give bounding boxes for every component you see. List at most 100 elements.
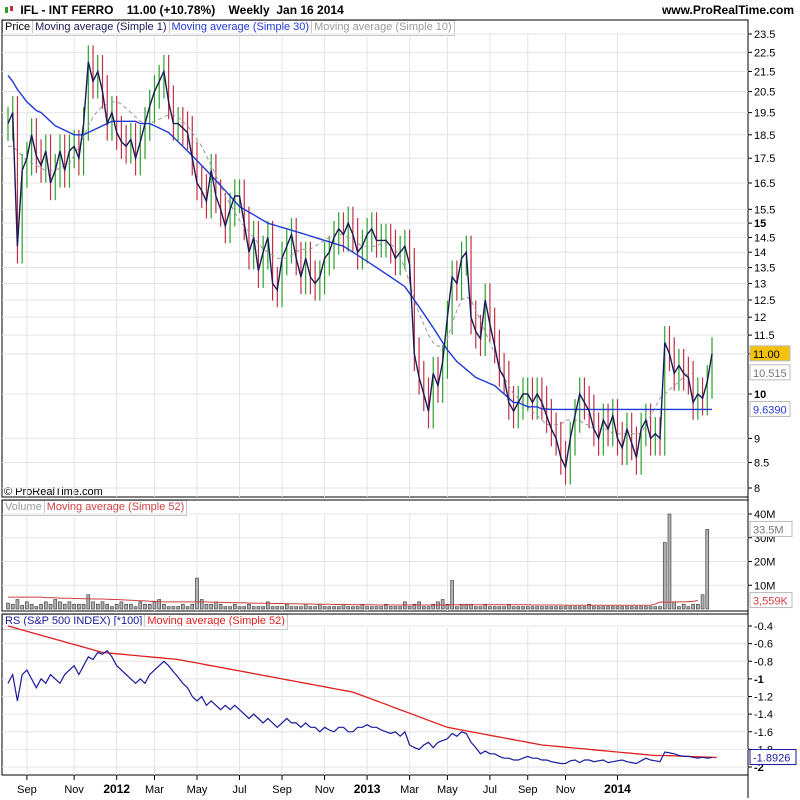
volume-bar (218, 603, 223, 610)
volume-ma-line (8, 596, 698, 606)
volume-legend-volume[interactable]: Volume (3, 501, 45, 513)
volume-tick-label: 10M (754, 580, 775, 592)
price-tick-label: 13 (754, 278, 766, 290)
volume-bar (497, 606, 502, 610)
volume-bar (644, 606, 648, 610)
volume-bar (303, 603, 308, 610)
volume-bar (582, 606, 587, 610)
volume-bar (105, 603, 110, 610)
volume-legend: Volume Moving average (Simple 52) (2, 500, 188, 516)
rs-tick-label: -1 (754, 674, 764, 686)
volume-bar (568, 606, 573, 610)
volume-bar (299, 606, 303, 610)
volume-bar (176, 606, 180, 610)
volume-bar (266, 601, 270, 610)
rs-ma-line (7, 625, 717, 759)
panel-frame (1, 499, 749, 612)
volume-bar (351, 606, 355, 610)
volume-bar (502, 606, 506, 610)
volume-bar (610, 606, 615, 610)
volume-bar (672, 601, 677, 610)
price-tick-label: 8 (754, 483, 760, 495)
volume-bar (388, 606, 393, 610)
volume-bar (72, 603, 76, 610)
volume-bar (110, 606, 114, 610)
price-legend-ma30[interactable]: Moving average (Simple 30) (169, 21, 313, 33)
price-tick-label: 23.5 (754, 29, 775, 41)
volume-bar (535, 606, 539, 610)
rs-legend-rs[interactable]: RS (S&P 500 INDEX) [*100] (3, 615, 146, 627)
volume-bar (308, 606, 313, 610)
price-tick-label: 15.5 (754, 204, 775, 216)
price-legend-price[interactable]: Price (3, 21, 34, 33)
site-link[interactable]: www.ProRealTime.com (661, 3, 794, 17)
volume-bar (516, 606, 521, 610)
volume-bar (143, 603, 147, 610)
rs-tick-label: -1.4 (754, 709, 773, 721)
price-tick-label: 14 (754, 247, 766, 259)
volume-bar (374, 606, 379, 610)
rs-tick-label: -0.8 (754, 656, 773, 668)
volume-bar (48, 603, 53, 610)
date-label: Jan 16 2014 (276, 3, 344, 17)
price-legend-ma1[interactable]: Moving average (Simple 1) (33, 21, 170, 33)
chart-title: IFL - INT FERRO 11.00 (+10.78%) Weekly J… (4, 3, 344, 17)
x-tick-label: Sep (272, 784, 292, 796)
volume-bar (691, 603, 695, 610)
volume-bar (284, 603, 289, 610)
volume-bar (185, 606, 190, 610)
rs-tick-label: -0.6 (754, 639, 773, 651)
volume-bar (658, 606, 662, 610)
volume-bar (577, 606, 582, 610)
volume-bar (199, 599, 204, 610)
price-tick-label: 9 (754, 433, 760, 445)
price-legend-ma10[interactable]: Moving average (Simple 10) (314, 21, 452, 33)
volume-bar (379, 606, 384, 610)
volume-bar (407, 606, 412, 610)
volume-bar (450, 580, 454, 610)
x-tick-label: 2013 (354, 782, 381, 796)
volume-bar (634, 606, 639, 610)
quote-value: 11.00 (+10.78%) (126, 3, 216, 17)
volume-badge-bg (749, 520, 793, 537)
volume-bar (313, 606, 317, 610)
volume-bar (190, 603, 195, 610)
volume-legend-ma52[interactable]: Moving average (Simple 52) (46, 501, 185, 513)
ma10-badge-bg (749, 364, 791, 381)
volume-bar (100, 601, 105, 610)
rs-tick-label: -0.4 (754, 621, 773, 633)
price-tick-label: 20.5 (754, 87, 775, 99)
volume-bar (15, 599, 20, 610)
volume-bar (275, 606, 280, 610)
volume-bar (431, 603, 436, 610)
volume-bar (492, 606, 497, 610)
rs-tick-label: -1.2 (754, 692, 773, 704)
volume-bar (20, 605, 24, 610)
rs-legend-ma52[interactable]: Moving average (Simple 52) (147, 615, 285, 627)
volume-bar (81, 603, 86, 610)
rs-tick-label: -1.6 (754, 727, 773, 739)
volume-bar (653, 606, 658, 610)
volume-bar (322, 606, 327, 610)
volume-bar (667, 513, 672, 610)
volume-bar (171, 606, 176, 610)
volume-bar (195, 577, 199, 610)
volume-bar (473, 606, 478, 610)
volume-bar (294, 606, 299, 610)
volume-bar (530, 606, 535, 610)
volume-bar (332, 606, 336, 610)
volume-tick-label: 40M (754, 509, 775, 521)
volume-bar (700, 594, 705, 610)
rs-line (7, 649, 713, 765)
volume-bar (256, 606, 261, 610)
volume-bar (549, 606, 554, 610)
volume-bar (686, 606, 691, 610)
volume-bar (478, 606, 483, 610)
volume-bar (488, 606, 492, 610)
volume-bar (124, 603, 128, 610)
x-tick-label: Sep (518, 784, 538, 796)
x-tick-label: Jul (483, 784, 497, 796)
volume-bar (147, 603, 152, 610)
x-tick-label: Nov (64, 784, 84, 796)
